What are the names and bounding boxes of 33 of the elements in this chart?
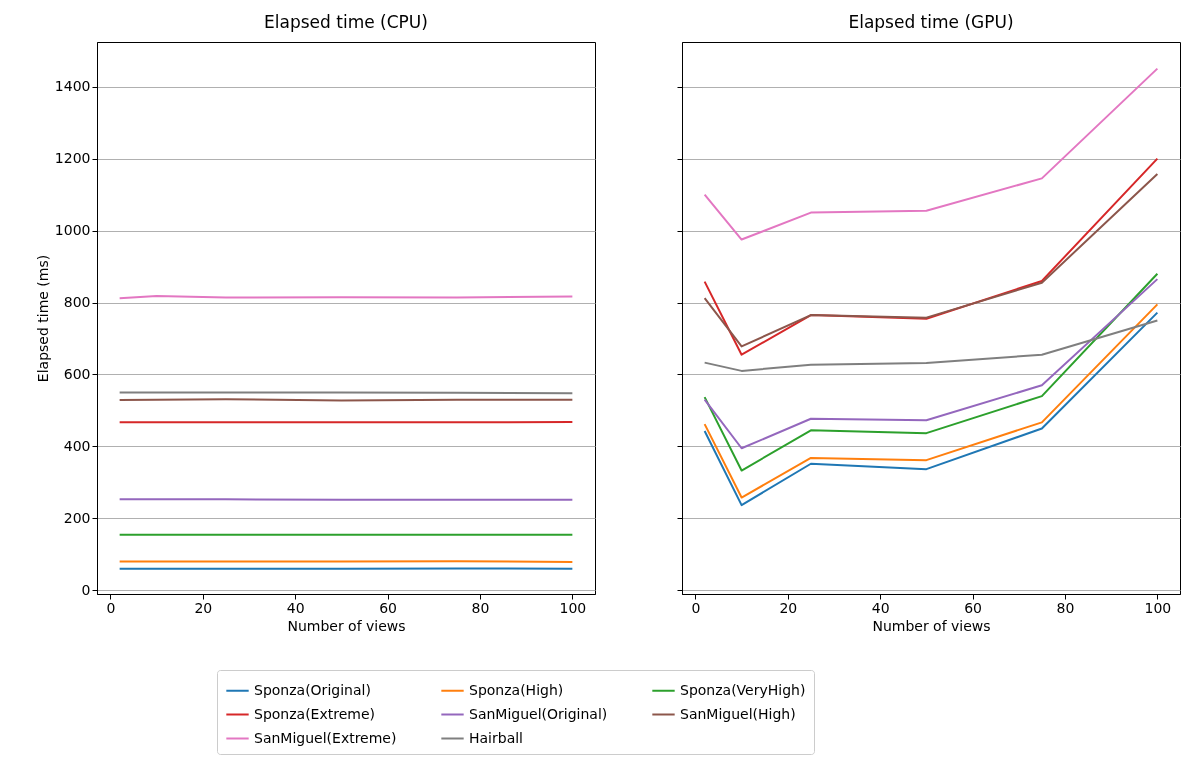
legend-label: SanMiguel(High) bbox=[680, 705, 796, 722]
x-tick-label: 40 bbox=[871, 599, 890, 616]
y-axis-title: Elapsed time (ms) bbox=[34, 254, 51, 383]
x-axis-title: Number of views bbox=[872, 617, 991, 634]
y-tick-label: 0 bbox=[81, 581, 91, 598]
x-tick-label: 100 bbox=[559, 599, 587, 616]
x-tick-label: 20 bbox=[779, 599, 798, 616]
x-tick-label: 0 bbox=[691, 599, 701, 616]
legend-label: SanMiguel(Original) bbox=[469, 705, 608, 722]
legend-label: Sponza(Extreme) bbox=[254, 705, 375, 722]
x-tick-label: 60 bbox=[379, 599, 397, 616]
y-tick-label: 600 bbox=[63, 366, 91, 382]
y-tick-label: 200 bbox=[63, 509, 91, 526]
legend-label: Hairball bbox=[469, 729, 523, 746]
legend-label: SanMiguel(Extreme) bbox=[254, 729, 397, 746]
x-tick-label: 0 bbox=[106, 599, 116, 616]
legend-label: Sponza(High) bbox=[469, 681, 564, 698]
y-tick-label: 400 bbox=[63, 437, 91, 454]
y-tick-label: 800 bbox=[63, 294, 91, 311]
x-axis-title: Number of views bbox=[287, 617, 406, 634]
x-tick-label: 60 bbox=[964, 599, 982, 616]
x-tick-label: 80 bbox=[1056, 599, 1075, 616]
y-tick-label: 1200 bbox=[54, 150, 91, 167]
y-tick-label: 1400 bbox=[54, 78, 91, 95]
x-tick-label: 100 bbox=[1144, 599, 1172, 616]
legend-label: Sponza(VeryHigh) bbox=[680, 681, 806, 698]
legend-label: Sponza(Original) bbox=[254, 681, 371, 698]
x-tick-label: 20 bbox=[194, 599, 213, 616]
chart-title: Elapsed time (GPU) bbox=[848, 12, 1014, 32]
y-tick-label: 1000 bbox=[54, 222, 91, 239]
chart-title: Elapsed time (CPU) bbox=[264, 12, 428, 32]
x-tick-label: 80 bbox=[471, 599, 490, 616]
x-tick-label: 40 bbox=[286, 599, 305, 616]
